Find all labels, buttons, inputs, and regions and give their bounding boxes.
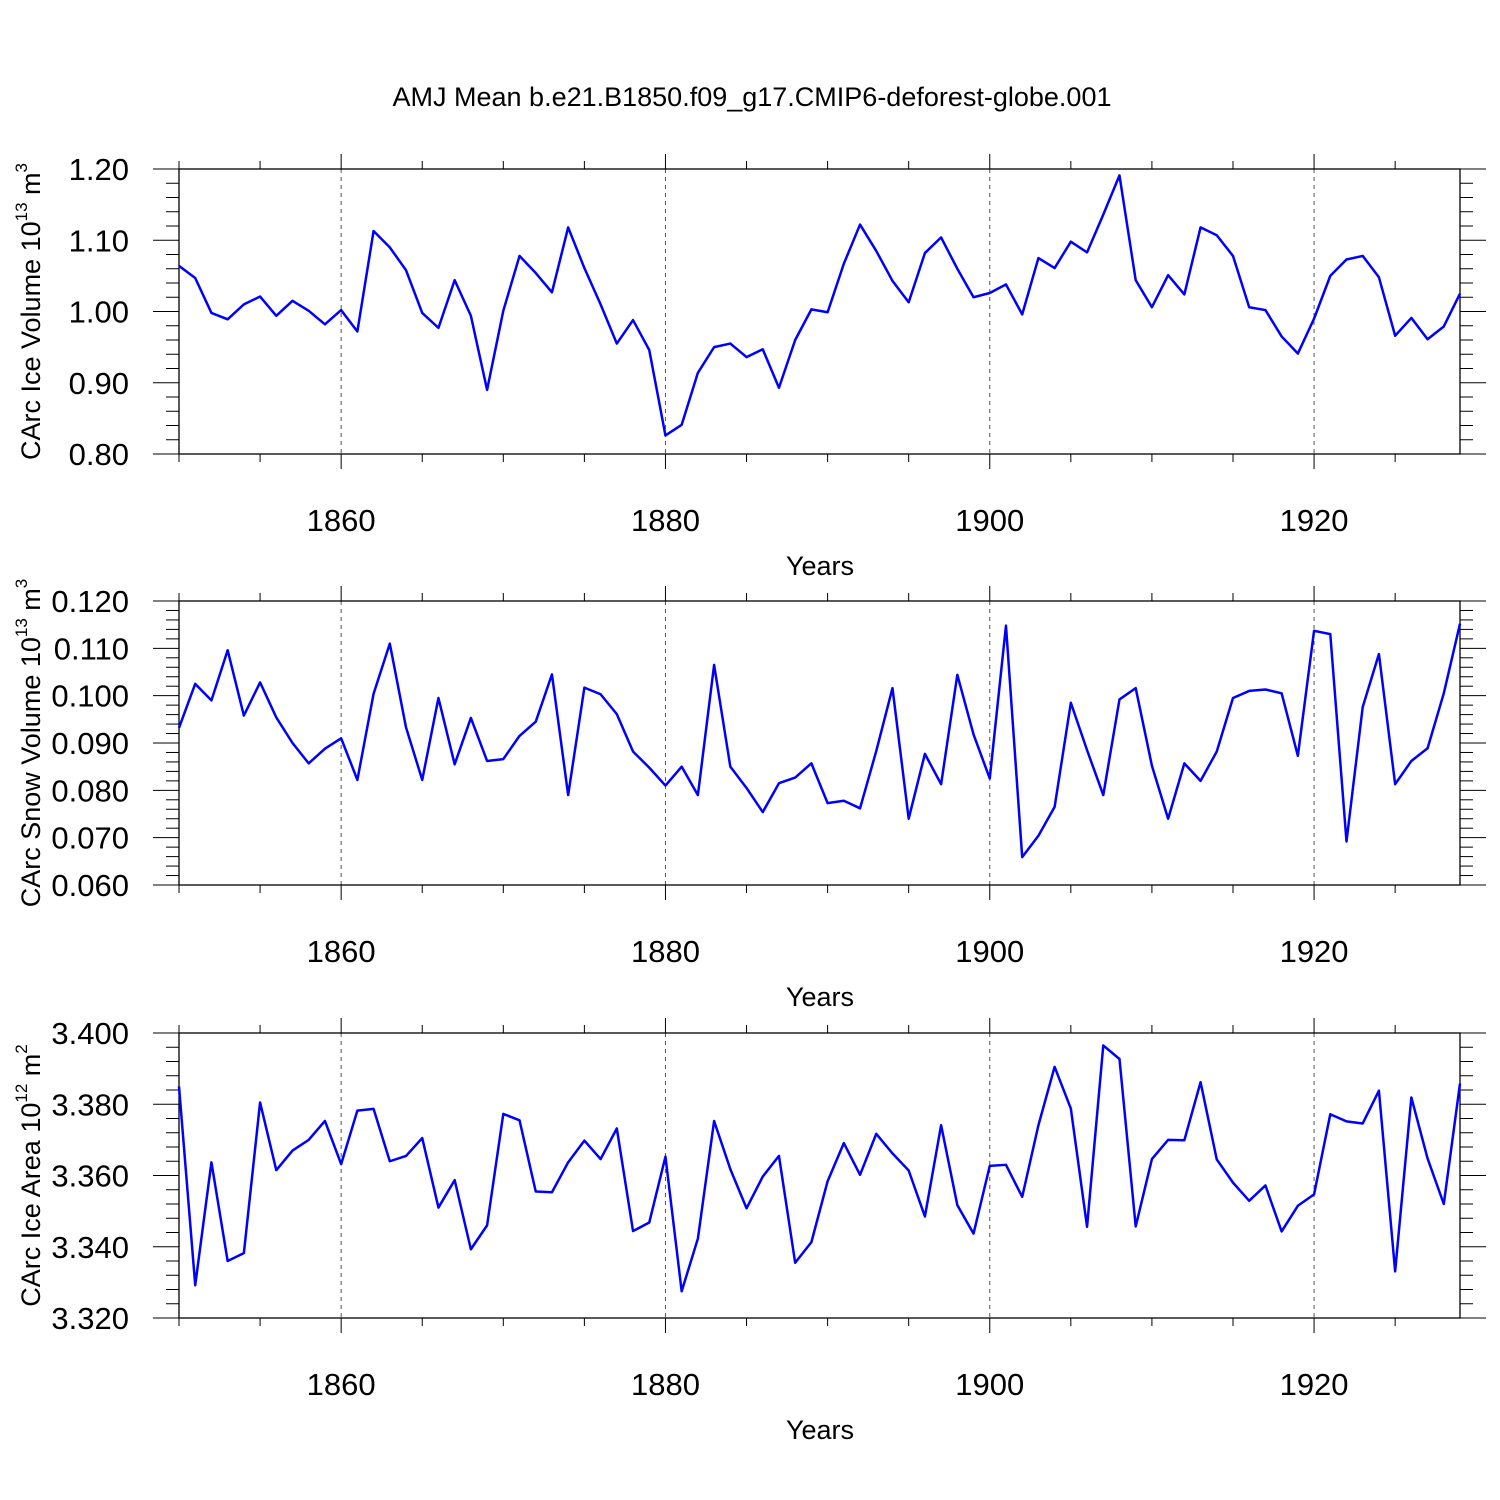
y-axis-label: CArc Snow Volume 1013 m3	[12, 579, 46, 908]
y-tick-label: 3.340	[51, 1230, 129, 1265]
y-tick-label: 1.00	[69, 295, 129, 330]
x-tick-label: 1860	[307, 503, 376, 538]
y-tick-label: 0.080	[51, 773, 129, 808]
y-tick-label: 3.400	[51, 1016, 129, 1051]
plot-frame	[178, 600, 1461, 886]
y-tick-label: 0.110	[54, 631, 129, 666]
x-axis-label: Years	[786, 982, 854, 1012]
x-tick-label: 1860	[307, 934, 376, 969]
y-tick-label: 0.070	[51, 821, 129, 856]
x-tick-label: 1880	[631, 934, 700, 969]
y-tick-label: 1.10	[69, 223, 129, 258]
y-tick-label: 3.360	[51, 1159, 129, 1194]
series-line	[177, 623, 1462, 859]
panel-3: 1860 1880 1900 1920 Years 3.320 3.340 3.360 3.38…	[12, 1016, 1486, 1445]
y-axis-label: CArc Ice Volume 1013 m3	[12, 163, 46, 460]
y-axis-label: CArc Ice Area 1012 m2	[12, 1044, 46, 1307]
x-axis-label: Years	[786, 1415, 854, 1445]
y-tick-label: 0.060	[51, 868, 129, 903]
y-tick-label: 0.80	[69, 437, 129, 472]
figure-title: AMJ Mean b.e21.B1850.f09_g17.CMIP6-defor…	[393, 82, 1112, 112]
plot-frame	[178, 1032, 1461, 1319]
x-tick-label: 1900	[955, 503, 1024, 538]
panel-1: 1860 1880 1900 1920 Years 0.80 0.90 1.00 1.10 1.2…	[12, 152, 1486, 581]
x-tick-label: 1900	[955, 1367, 1024, 1402]
x-tick-label: 1860	[307, 1367, 376, 1402]
series-line	[178, 174, 1462, 437]
panels: 1860 1880 1900 1920 Years 0.80 0.90 1.00 1.10 1.2…	[12, 152, 1486, 1445]
panel-2: 1860 1880 1900 1920 Years 0.060 0.070 0.080 0.09…	[12, 579, 1486, 1012]
y-tick-label: 0.120	[51, 584, 129, 619]
y-tick-label: 3.380	[51, 1087, 129, 1122]
y-tick-label: 0.100	[51, 679, 129, 714]
x-tick-label: 1880	[631, 1367, 700, 1402]
x-tick-label: 1900	[955, 934, 1024, 969]
x-tick-label: 1920	[1280, 934, 1349, 969]
x-tick-label: 1880	[631, 503, 700, 538]
x-tick-label: 1920	[1280, 1367, 1349, 1402]
x-tick-label: 1920	[1280, 503, 1349, 538]
series-line	[177, 1044, 1462, 1293]
y-tick-label: 0.090	[51, 726, 129, 761]
y-tick-label: 3.320	[51, 1301, 129, 1336]
y-tick-label: 0.90	[69, 366, 129, 401]
x-axis-label: Years	[786, 551, 854, 581]
y-tick-label: 1.20	[69, 152, 129, 187]
